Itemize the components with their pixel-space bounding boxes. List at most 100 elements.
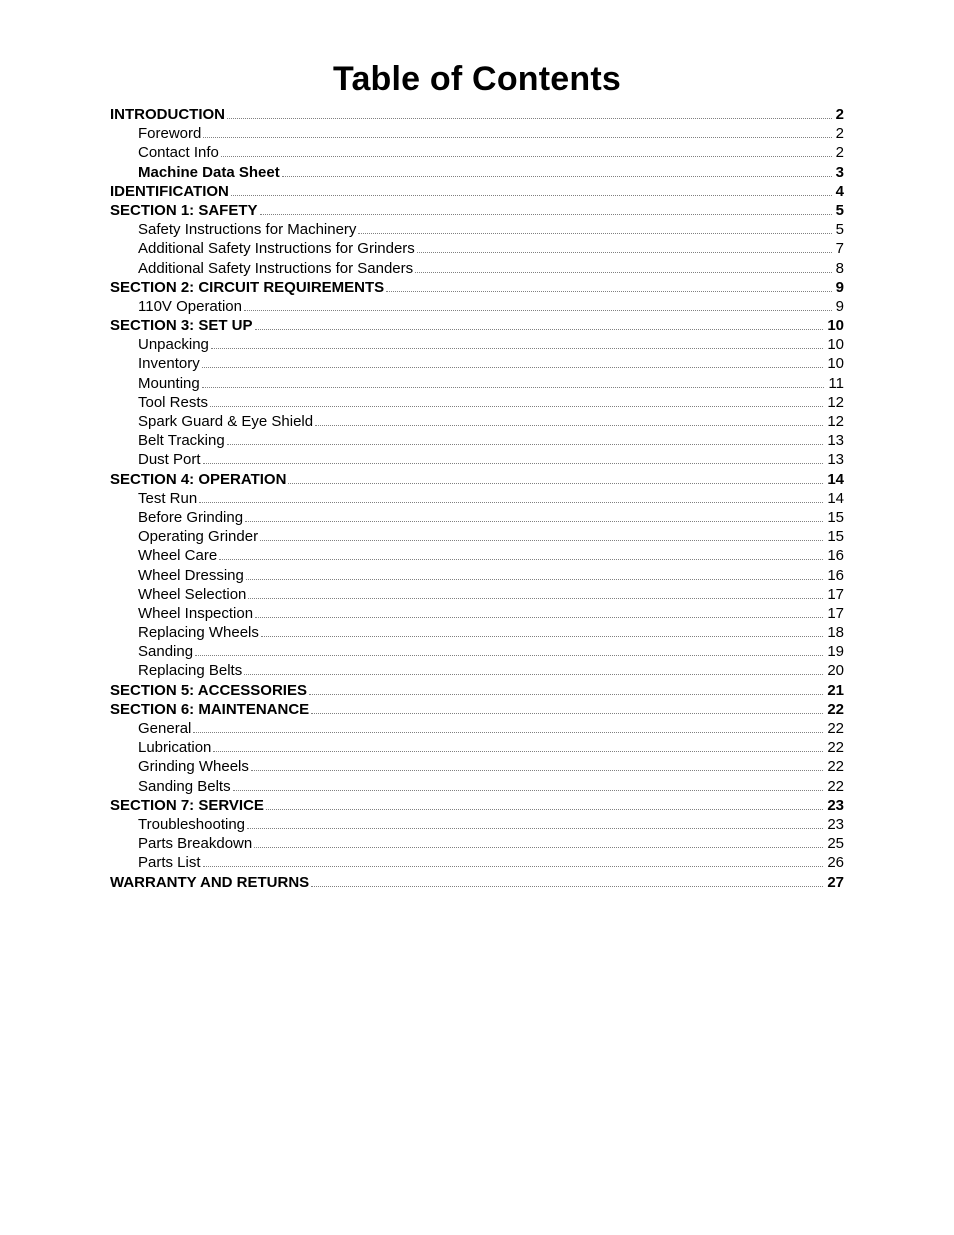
toc-entry: SECTION 4: OPERATION14 bbox=[110, 470, 844, 489]
toc-entry-label: Wheel Selection bbox=[138, 585, 246, 604]
toc-entry: Inventory 10 bbox=[110, 354, 844, 373]
toc-entry-page: 22 bbox=[825, 700, 844, 719]
toc-entry-label: 110V Operation bbox=[138, 297, 242, 316]
toc-entry-label: Wheel Inspection bbox=[138, 604, 253, 623]
toc-entry: Sanding19 bbox=[110, 642, 844, 661]
toc-entry-page: 5 bbox=[834, 220, 844, 239]
toc-entry-page: 2 bbox=[834, 143, 844, 162]
toc-leader-dots bbox=[415, 271, 832, 273]
toc-entry-label: Operating Grinder bbox=[138, 527, 258, 546]
toc-leader-dots bbox=[254, 846, 823, 848]
toc-leader-dots bbox=[195, 654, 823, 656]
toc-leader-dots bbox=[248, 597, 823, 599]
toc-entry-label: Parts Breakdown bbox=[138, 834, 252, 853]
toc-entry: Wheel Dressing16 bbox=[110, 566, 844, 585]
toc-entry-label: General bbox=[138, 719, 191, 738]
toc-entry-label: SECTION 7: SERVICE bbox=[110, 796, 264, 815]
toc-entry-label: SECTION 2: CIRCUIT REQUIREMENTS bbox=[110, 278, 384, 297]
toc-entry-label: Replacing Belts bbox=[138, 661, 242, 680]
toc-entry-page: 21 bbox=[825, 681, 844, 700]
toc-entry-label: Additional Safety Instructions for Sande… bbox=[138, 259, 413, 278]
page-title: Table of Contents bbox=[110, 60, 844, 99]
toc-leader-dots bbox=[358, 232, 831, 234]
toc-entry-page: 22 bbox=[825, 757, 844, 776]
toc-entry: WARRANTY AND RETURNS 27 bbox=[110, 873, 844, 892]
toc-entry: SECTION 5: ACCESSORIES 21 bbox=[110, 681, 844, 700]
toc-entry-label: Lubrication bbox=[138, 738, 211, 757]
toc-entry: Test Run14 bbox=[110, 489, 844, 508]
toc-leader-dots bbox=[260, 213, 832, 215]
toc-leader-dots bbox=[260, 539, 823, 541]
toc-entry-page: 10 bbox=[825, 335, 844, 354]
toc-entry-label: Spark Guard & Eye Shield bbox=[138, 412, 313, 431]
toc-leader-dots bbox=[246, 578, 823, 580]
toc-entry: Belt Tracking13 bbox=[110, 431, 844, 450]
toc-entry-label: Wheel Dressing bbox=[138, 566, 244, 585]
toc-entry-label: Inventory bbox=[138, 354, 200, 373]
toc-leader-dots bbox=[282, 175, 832, 177]
toc-entry: Sanding Belts22 bbox=[110, 777, 844, 796]
toc-entry-label: Before Grinding bbox=[138, 508, 243, 527]
toc-entry-label: Additional Safety Instructions for Grind… bbox=[138, 239, 415, 258]
table-of-contents: INTRODUCTION2Foreword2Contact Info2Machi… bbox=[110, 105, 844, 892]
toc-entry-label: SECTION 5: ACCESSORIES bbox=[110, 681, 307, 700]
toc-leader-dots bbox=[221, 155, 832, 157]
toc-entry: Foreword 2 bbox=[110, 124, 844, 143]
toc-entry-label: WARRANTY AND RETURNS bbox=[110, 873, 309, 892]
toc-leader-dots bbox=[315, 424, 823, 426]
toc-entry: Lubrication22 bbox=[110, 738, 844, 757]
toc-entry-page: 5 bbox=[834, 201, 844, 220]
toc-entry: SECTION 6: MAINTENANCE 22 bbox=[110, 700, 844, 719]
toc-entry: Contact Info2 bbox=[110, 143, 844, 162]
toc-entry-label: Dust Port bbox=[138, 450, 201, 469]
toc-leader-dots bbox=[255, 616, 823, 618]
toc-leader-dots bbox=[288, 482, 823, 484]
toc-leader-dots bbox=[251, 769, 823, 771]
toc-entry-label: Troubleshooting bbox=[138, 815, 245, 834]
toc-entry-label: SECTION 6: MAINTENANCE bbox=[110, 700, 309, 719]
toc-entry-label: Wheel Care bbox=[138, 546, 217, 565]
toc-entry-page: 11 bbox=[826, 374, 844, 393]
toc-entry: SECTION 1: SAFETY5 bbox=[110, 201, 844, 220]
toc-leader-dots bbox=[244, 673, 823, 675]
toc-entry-label: SECTION 3: SET UP bbox=[110, 316, 253, 335]
toc-leader-dots bbox=[203, 136, 831, 138]
toc-entry: Grinding Wheels22 bbox=[110, 757, 844, 776]
toc-entry: SECTION 3: SET UP10 bbox=[110, 316, 844, 335]
toc-entry-page: 9 bbox=[834, 278, 844, 297]
toc-entry: Wheel Care 16 bbox=[110, 546, 844, 565]
toc-entry-label: Machine Data Sheet bbox=[138, 163, 280, 182]
toc-entry-page: 16 bbox=[825, 546, 844, 565]
toc-entry: Dust Port 13 bbox=[110, 450, 844, 469]
toc-entry-page: 18 bbox=[825, 623, 844, 642]
toc-entry: Wheel Selection17 bbox=[110, 585, 844, 604]
toc-entry: Mounting11 bbox=[110, 374, 844, 393]
toc-entry-page: 23 bbox=[825, 796, 844, 815]
toc-entry-label: Foreword bbox=[138, 124, 201, 143]
toc-entry: Unpacking10 bbox=[110, 335, 844, 354]
toc-entry-page: 20 bbox=[825, 661, 844, 680]
toc-entry-label: IDENTIFICATION bbox=[110, 182, 229, 201]
toc-entry: SECTION 2: CIRCUIT REQUIREMENTS 9 bbox=[110, 278, 844, 297]
toc-leader-dots bbox=[210, 405, 823, 407]
toc-entry-page: 27 bbox=[825, 873, 844, 892]
toc-entry-page: 9 bbox=[834, 297, 844, 316]
toc-entry: Parts Breakdown25 bbox=[110, 834, 844, 853]
toc-entry-page: 15 bbox=[825, 508, 844, 527]
toc-leader-dots bbox=[233, 789, 824, 791]
toc-entry-page: 10 bbox=[825, 354, 844, 373]
toc-entry-label: Test Run bbox=[138, 489, 197, 508]
toc-entry-page: 23 bbox=[825, 815, 844, 834]
toc-entry: Additional Safety Instructions for Grind… bbox=[110, 239, 844, 258]
toc-entry-page: 4 bbox=[834, 182, 844, 201]
toc-entry-label: Parts List bbox=[138, 853, 201, 872]
toc-entry-page: 13 bbox=[825, 450, 844, 469]
toc-leader-dots bbox=[311, 885, 823, 887]
toc-entry: Additional Safety Instructions for Sande… bbox=[110, 259, 844, 278]
toc-entry: Replacing Belts 20 bbox=[110, 661, 844, 680]
toc-leader-dots bbox=[193, 731, 823, 733]
toc-entry-label: Sanding Belts bbox=[138, 777, 231, 796]
toc-entry: General22 bbox=[110, 719, 844, 738]
toc-entry-page: 3 bbox=[834, 163, 844, 182]
toc-entry-page: 2 bbox=[834, 124, 844, 143]
